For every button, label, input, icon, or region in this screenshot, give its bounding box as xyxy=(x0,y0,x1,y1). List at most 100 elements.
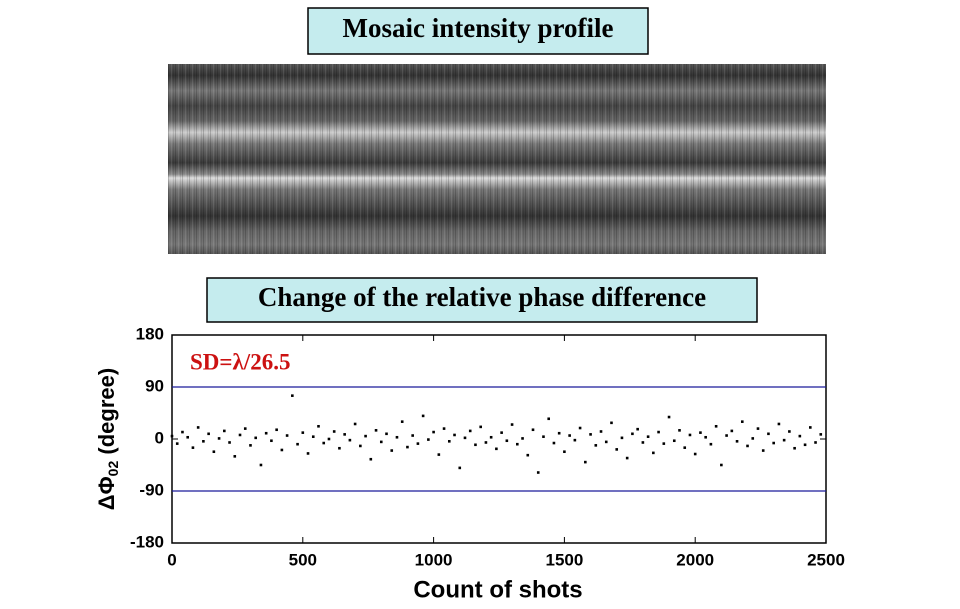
point xyxy=(793,446,796,450)
point xyxy=(359,444,362,448)
point xyxy=(484,441,488,444)
y-label-main: ΔΦ xyxy=(94,476,119,510)
point xyxy=(353,422,357,426)
point xyxy=(557,431,561,435)
point xyxy=(589,433,592,436)
point xyxy=(740,420,744,423)
point xyxy=(709,442,713,446)
point xyxy=(594,444,598,447)
point xyxy=(463,436,467,440)
point xyxy=(306,452,310,455)
point xyxy=(437,453,441,456)
point xyxy=(772,441,775,445)
point xyxy=(400,420,404,423)
point xyxy=(641,441,645,444)
point xyxy=(385,432,388,436)
point xyxy=(531,428,535,432)
point xyxy=(348,438,352,442)
point xyxy=(442,427,446,430)
point xyxy=(809,426,812,429)
x-tick-label: 2000 xyxy=(676,550,714,569)
point xyxy=(573,438,577,442)
point xyxy=(735,440,739,443)
point xyxy=(631,432,634,436)
point xyxy=(720,463,723,467)
title: Mosaic intensity profile xyxy=(343,13,614,43)
point xyxy=(458,466,462,470)
point xyxy=(390,449,394,452)
point xyxy=(338,446,341,450)
point xyxy=(667,415,671,419)
point xyxy=(259,463,263,467)
intensity-streaks xyxy=(168,64,826,254)
chart-title: Change of the relative phase difference xyxy=(258,282,706,312)
point xyxy=(704,435,707,439)
point xyxy=(233,455,237,458)
point xyxy=(317,424,320,428)
point xyxy=(552,441,556,445)
point xyxy=(604,440,608,444)
point xyxy=(542,435,545,438)
point xyxy=(521,437,524,440)
y-axis-label: ΔΦ02 (degree) xyxy=(94,368,121,510)
point xyxy=(662,442,666,445)
point xyxy=(584,460,587,464)
y-tick-label: -90 xyxy=(139,480,164,499)
point xyxy=(243,427,247,430)
point xyxy=(714,424,718,428)
point xyxy=(725,434,728,437)
point xyxy=(688,433,692,437)
point xyxy=(730,429,734,433)
point xyxy=(406,445,409,449)
point xyxy=(652,451,655,455)
point xyxy=(610,421,613,425)
point xyxy=(798,434,802,438)
point xyxy=(416,442,420,445)
point xyxy=(212,450,216,454)
point xyxy=(578,426,582,430)
point xyxy=(526,453,530,457)
y-tick-label: -180 xyxy=(130,532,164,551)
point xyxy=(421,414,425,418)
point xyxy=(536,471,540,474)
point xyxy=(657,430,660,434)
point xyxy=(568,434,571,437)
point xyxy=(196,426,200,429)
point xyxy=(191,446,195,449)
point xyxy=(264,431,268,435)
x-tick-label: 2500 xyxy=(807,550,845,569)
point xyxy=(672,439,676,443)
point xyxy=(767,432,770,436)
point xyxy=(395,435,399,439)
y-tick-label: 90 xyxy=(145,376,164,395)
point xyxy=(678,429,681,432)
point xyxy=(270,439,273,443)
point xyxy=(322,441,326,445)
point xyxy=(636,427,639,431)
point xyxy=(343,433,346,436)
point xyxy=(500,431,503,434)
y-tick-label: 0 xyxy=(155,428,164,447)
point xyxy=(620,436,624,440)
point xyxy=(699,431,702,434)
point xyxy=(427,438,430,441)
point xyxy=(411,434,414,437)
x-axis-label: Count of shots xyxy=(413,576,582,603)
point xyxy=(249,444,252,447)
y-label-sub: 02 xyxy=(105,461,121,477)
annotation: SD=λ/26.5 xyxy=(190,349,290,374)
point xyxy=(505,439,509,443)
chart-title-box xyxy=(206,277,758,323)
point xyxy=(280,448,284,452)
point xyxy=(254,436,258,440)
title-box xyxy=(307,7,649,55)
point xyxy=(301,431,305,434)
point xyxy=(296,442,299,446)
point xyxy=(547,417,551,421)
point xyxy=(275,428,278,432)
point xyxy=(819,433,823,436)
point xyxy=(202,440,205,443)
point xyxy=(468,429,472,433)
point xyxy=(646,435,650,438)
